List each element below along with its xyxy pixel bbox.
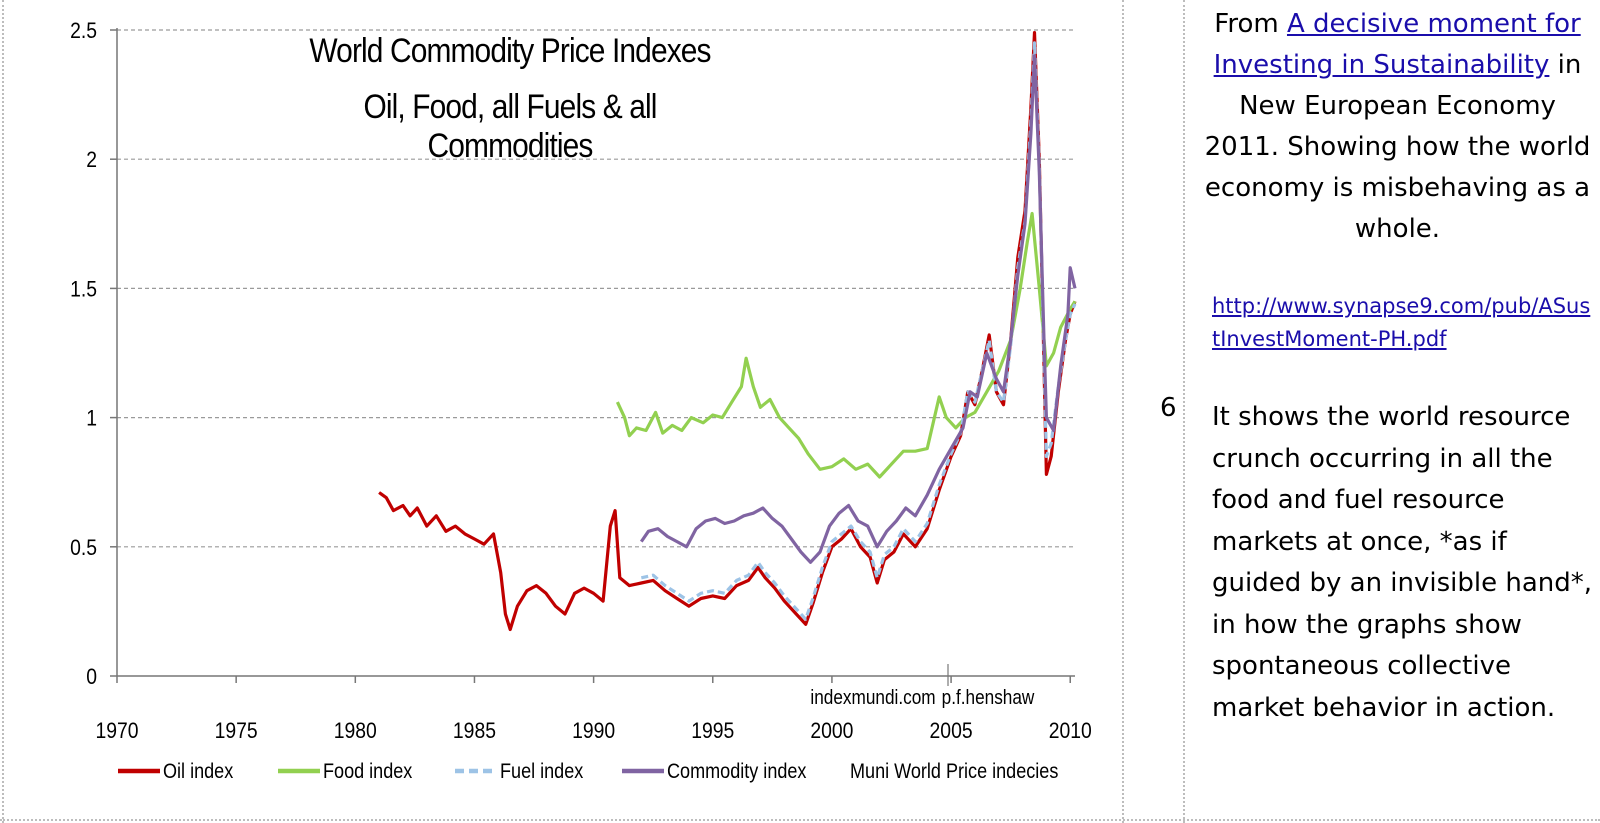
citation-from: From (1214, 9, 1287, 39)
x-tick-label: 2010 (1049, 719, 1092, 743)
x-tick-label: 2000 (810, 719, 853, 743)
source-citation: From A decisive moment for Investing in … (1200, 4, 1595, 250)
price-index-chart: 0 0.5 1 1.5 2 2.5 1970 1975 1980 1985 1990 1995 2000… (70, 19, 1092, 784)
text-divider (1183, 0, 1185, 823)
pdf-link[interactable]: http://www.synapse9.com/pub/ASustInvestM… (1212, 294, 1591, 351)
bottom-border (0, 819, 1600, 821)
y-tick-label: 2 (86, 148, 97, 172)
x-tick-label: 2005 (930, 719, 973, 743)
legend-label: Commodity index (667, 760, 807, 784)
legend-label: Food index (323, 760, 413, 784)
legend-caption: Muni World Price indecies (850, 760, 1059, 784)
x-tick-label: 1975 (215, 719, 258, 743)
chart-title-line2: Oil, Food, all Fuels & all Commodities (363, 88, 657, 165)
pdf-url: http://www.synapse9.com/pub/ASustInvestM… (1212, 290, 1597, 356)
y-tick-label: 1.5 (70, 277, 97, 301)
y-tick-label: 2.5 (70, 19, 97, 43)
description-text: It shows the world resource crunch occur… (1212, 402, 1593, 723)
series-line-food-index (615, 211, 1077, 479)
x-tick-label: 1995 (691, 719, 734, 743)
y-tick-label: 0.5 (70, 536, 97, 560)
legend-label: Fuel index (500, 760, 583, 784)
article-link[interactable]: A decisive moment for Investing in Susta… (1213, 9, 1581, 80)
y-tick-label: 1 (86, 406, 97, 430)
x-tick-label: 1970 (95, 719, 138, 743)
source-annotation: p.f.henshaw (942, 686, 1035, 709)
y-tick-label: 0 (86, 665, 97, 689)
source-annotation: indexmundi.com (810, 686, 935, 709)
chart-title-line1: World Commodity Price Indexes (309, 32, 711, 70)
x-tick-label: 1980 (334, 719, 377, 743)
left-border (2, 0, 4, 823)
series-line-commodity-index (639, 54, 1077, 564)
citation-rest: in New European Economy 2011. Showing ho… (1204, 50, 1591, 244)
x-tick-label: 1990 (572, 719, 615, 743)
x-tick-label: 1985 (453, 719, 496, 743)
chart-divider (1122, 0, 1124, 823)
slide-number: 6 (1160, 393, 1177, 423)
legend-label: Oil index (163, 760, 233, 784)
